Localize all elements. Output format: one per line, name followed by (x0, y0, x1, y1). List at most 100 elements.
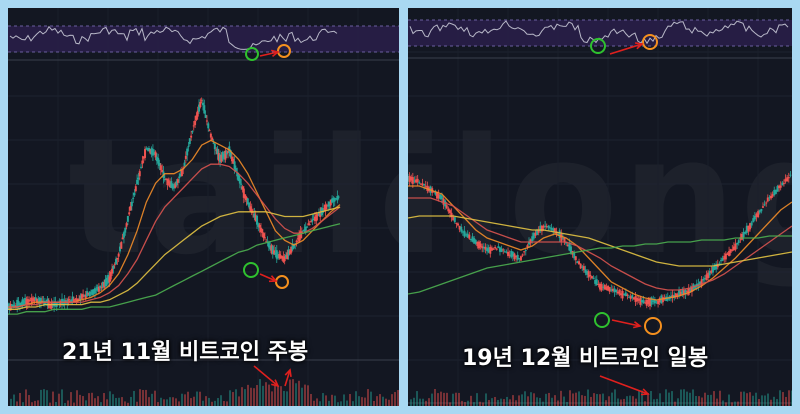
candle (323, 208, 326, 210)
candle (12, 304, 15, 308)
candle (279, 255, 282, 259)
candle (536, 229, 539, 235)
candle (649, 299, 652, 307)
volume-bar (40, 389, 42, 406)
volume-bar (100, 402, 102, 406)
candle (713, 266, 716, 270)
candle (629, 296, 632, 299)
orange-marker-circle (277, 44, 291, 58)
candle (590, 276, 593, 279)
candle (476, 241, 479, 247)
candle (658, 298, 661, 303)
candle (573, 252, 576, 259)
candle (787, 177, 790, 179)
candle (313, 216, 316, 221)
candle (312, 218, 315, 221)
candle (178, 176, 181, 179)
volume-bar (479, 401, 481, 406)
candle (781, 182, 784, 186)
candle (497, 246, 500, 248)
candle (734, 243, 737, 250)
candle (159, 165, 162, 171)
candle (151, 149, 154, 156)
candle (682, 290, 685, 295)
volume-bar (443, 392, 445, 406)
candle (147, 147, 150, 152)
candle (632, 297, 635, 300)
volume-bar (608, 396, 610, 406)
candle (274, 252, 277, 255)
volume-bar (641, 390, 643, 406)
volume-bar (34, 400, 36, 406)
volume-bar (725, 402, 727, 406)
chart-caption: 19년 12월 비트코인 일봉 (462, 346, 709, 371)
volume-bar (82, 396, 84, 406)
volume-bar (452, 393, 454, 406)
candle (595, 279, 598, 285)
candle (223, 153, 226, 158)
candle (118, 246, 121, 252)
candle (737, 240, 740, 244)
candle (618, 290, 621, 295)
candle (498, 247, 501, 252)
candle (669, 296, 672, 298)
candle (302, 230, 305, 232)
candle (188, 138, 191, 144)
volume-bar (91, 392, 93, 406)
candle (645, 299, 648, 306)
candle (690, 286, 693, 292)
candle (655, 301, 658, 303)
candle (540, 225, 543, 232)
volume-bar (533, 393, 535, 406)
candle (20, 302, 23, 307)
candle (80, 294, 83, 299)
candle (421, 183, 424, 186)
candle (307, 223, 310, 226)
candle (232, 158, 235, 164)
volume-bar (782, 392, 784, 406)
volume-bar (37, 400, 39, 406)
candle (124, 227, 127, 233)
volume-bar (722, 400, 724, 406)
candle (328, 201, 331, 207)
volume-bar (437, 393, 439, 406)
candle (113, 264, 116, 266)
candle (500, 248, 503, 252)
candle (158, 163, 161, 166)
volume-bar (139, 389, 141, 406)
candle (145, 148, 148, 150)
candle (88, 291, 91, 297)
candle (415, 179, 418, 183)
candle (615, 290, 618, 293)
candle (327, 205, 330, 207)
candle (481, 246, 484, 249)
ma-long-line (8, 223, 341, 315)
candle (624, 292, 627, 297)
candle (502, 249, 505, 251)
volume-bar (103, 393, 105, 406)
volume-bar (358, 396, 360, 406)
candle (707, 272, 710, 278)
candle (587, 271, 590, 278)
candle (503, 251, 506, 253)
candle (187, 145, 190, 147)
volume-bar (292, 379, 294, 406)
candle (736, 242, 739, 245)
volume-bar (674, 401, 676, 406)
volume-bar (316, 398, 318, 406)
volume-bar (455, 392, 457, 406)
candle (79, 295, 82, 301)
candle (518, 258, 521, 260)
candle (316, 213, 319, 216)
volume-bar (602, 393, 604, 406)
volume-bar (361, 397, 363, 406)
volume-bar (313, 400, 315, 406)
red-arrow (259, 51, 279, 57)
red-arrow (609, 43, 643, 55)
volume-bar (467, 400, 469, 406)
candle (67, 299, 70, 301)
candle (207, 123, 210, 129)
candle (35, 298, 38, 304)
volume-bar (94, 398, 96, 406)
candle (130, 201, 133, 207)
